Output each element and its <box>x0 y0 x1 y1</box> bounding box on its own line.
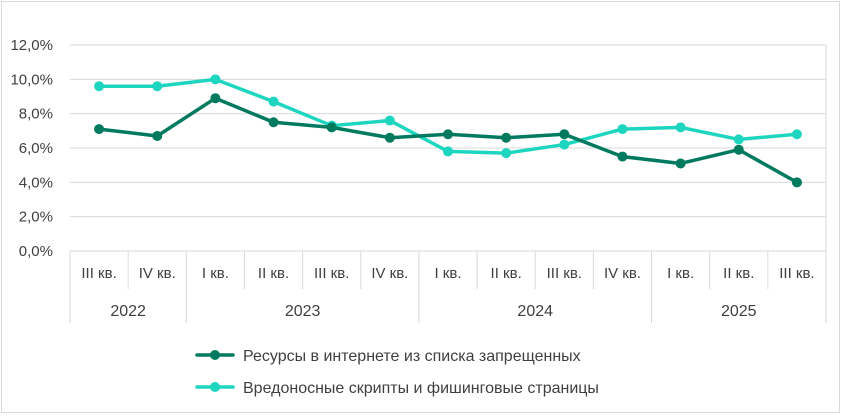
y-tick-label: 4,0% <box>19 174 53 191</box>
x-tick-label: III кв. <box>779 265 814 282</box>
data-point <box>501 132 512 143</box>
data-point <box>152 81 163 92</box>
data-point <box>268 96 279 107</box>
x-tick-label: II кв. <box>258 265 289 282</box>
series-line <box>97 77 799 155</box>
data-point <box>443 129 453 140</box>
data-point <box>326 122 337 133</box>
legend-marker <box>210 350 220 360</box>
y-tick-label: 6,0% <box>19 140 53 157</box>
x-tick-label: III кв. <box>81 265 116 282</box>
x-tick-label: I кв. <box>667 265 694 282</box>
data-point <box>210 93 221 104</box>
data-point <box>94 124 105 135</box>
data-point <box>617 124 628 135</box>
x-tick-label: III кв. <box>314 265 349 282</box>
data-point <box>210 74 221 85</box>
y-tick-label: 8,0% <box>19 106 53 123</box>
data-point <box>94 81 105 92</box>
x-tick-label: IV кв. <box>139 265 176 282</box>
x-tick-label: I кв. <box>202 265 229 282</box>
data-point <box>617 151 628 162</box>
x-tick-label: II кв. <box>723 265 754 282</box>
y-tick-label: 12,0% <box>10 37 53 54</box>
data-point <box>733 144 744 155</box>
data-point <box>152 130 163 141</box>
x-tick-label: II кв. <box>491 265 522 282</box>
data-point <box>559 129 570 140</box>
x-tick-label: IV кв. <box>371 265 408 282</box>
data-point <box>559 139 570 150</box>
data-point <box>501 148 512 159</box>
legend-label: Вредоносные скрипты и фишинговые страниц… <box>243 380 599 397</box>
x-tick-label: III кв. <box>547 265 582 282</box>
y-tick-label: 0,0% <box>19 243 53 260</box>
data-point <box>733 134 744 145</box>
year-label: 2023 <box>285 303 321 320</box>
data-point <box>384 115 395 126</box>
data-point <box>675 122 686 133</box>
data-point <box>443 146 453 157</box>
data-point <box>268 117 279 128</box>
year-label: 2022 <box>110 303 146 320</box>
legend-marker <box>210 382 220 392</box>
x-tick-label: I кв. <box>434 265 461 282</box>
year-label: 2025 <box>721 303 757 320</box>
y-tick-label: 2,0% <box>19 209 53 226</box>
series-line <box>97 96 799 185</box>
x-tick-label: IV кв. <box>604 265 641 282</box>
data-point <box>791 177 802 188</box>
data-point <box>675 158 686 169</box>
data-point <box>384 132 395 143</box>
y-tick-label: 10,0% <box>10 71 53 88</box>
data-point <box>791 129 802 140</box>
year-label: 2024 <box>517 303 553 320</box>
legend-label: Ресурсы в интернете из списка запрещенны… <box>243 348 581 365</box>
